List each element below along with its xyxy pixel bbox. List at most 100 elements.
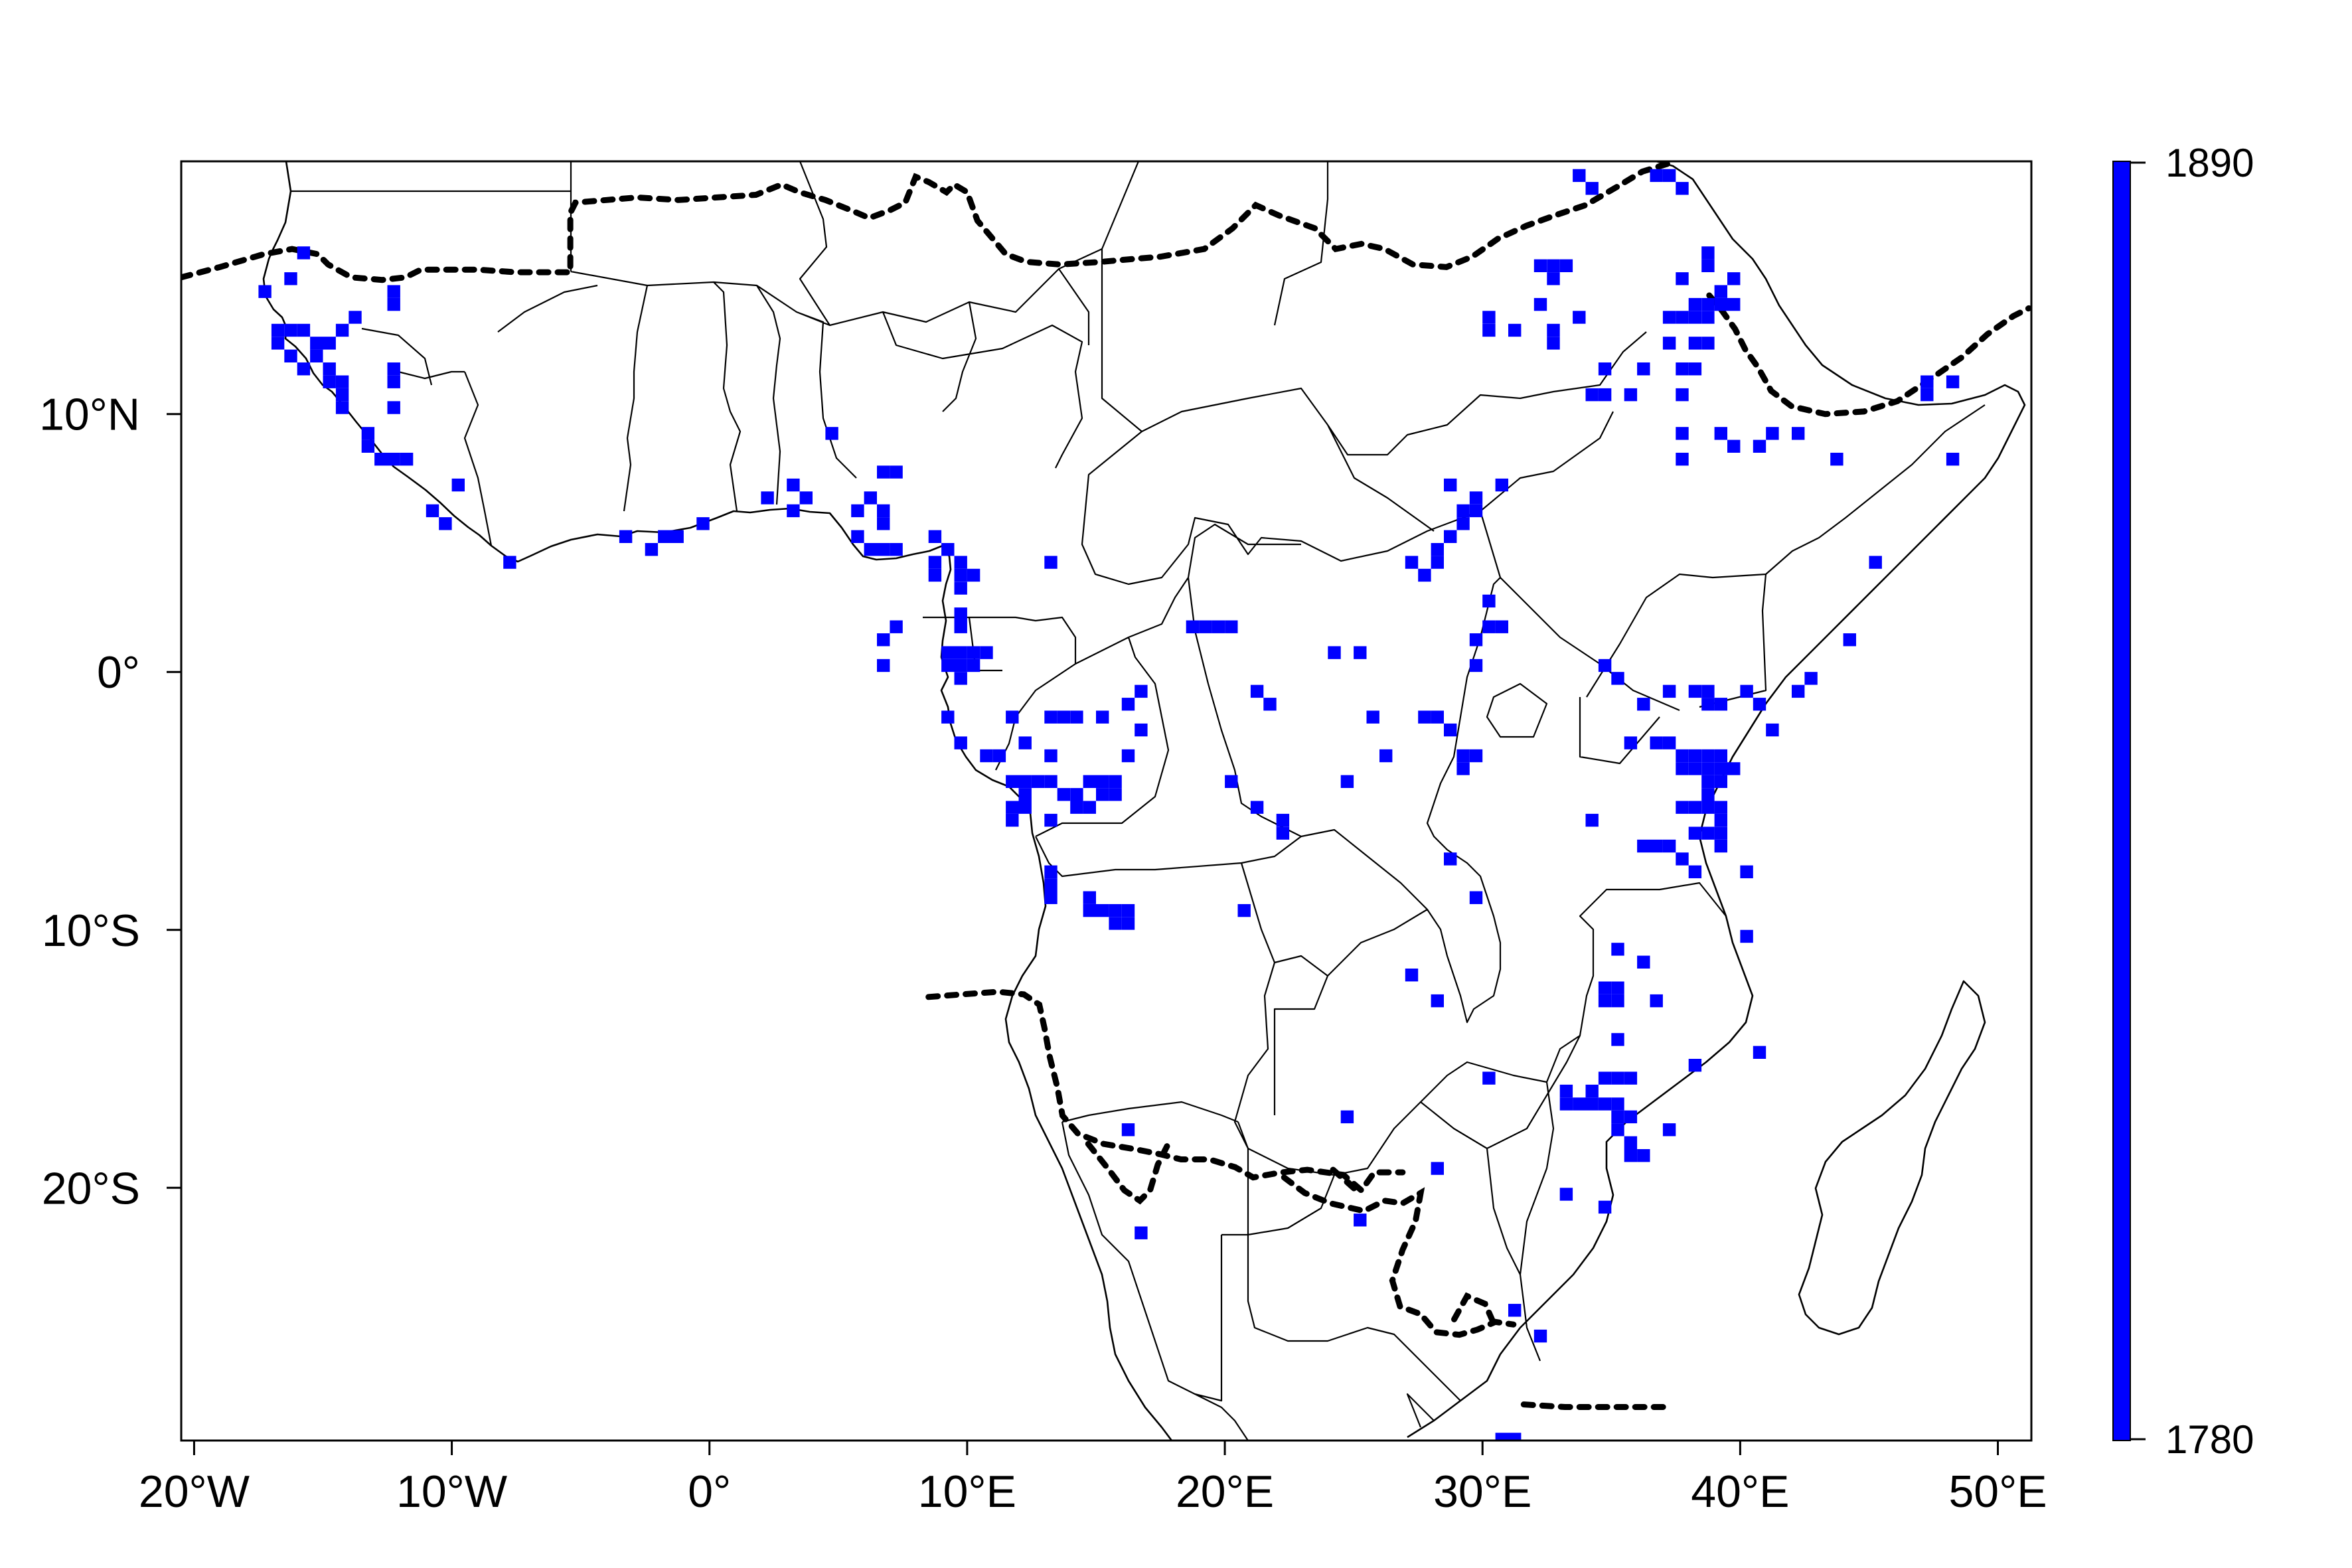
occurrence-cell <box>1611 994 1624 1008</box>
occurrence-cell <box>1701 684 1715 698</box>
occurrence-cell <box>1431 994 1444 1008</box>
occurrence-cell <box>1559 1188 1573 1201</box>
occurrence-cell <box>1637 839 1650 853</box>
occurrence-cell <box>1354 646 1367 659</box>
x-axis: 20°W 10°W 0° 10°E 20°E 30°E 40°E 50°E <box>139 1439 2047 1517</box>
occurrence-cell <box>1753 439 1766 453</box>
occurrence-cell <box>426 504 439 518</box>
occurrence-cell <box>1573 1097 1586 1111</box>
occurrence-cell <box>439 517 452 530</box>
occurrence-cell <box>877 543 890 556</box>
occurrence-cell <box>1469 633 1483 647</box>
occurrence-cell <box>1508 323 1522 337</box>
occurrence-cell <box>1727 762 1741 775</box>
occurrence-cell <box>1714 762 1727 775</box>
occurrence-cell <box>1044 775 1058 788</box>
occurrence-cell <box>1921 375 1934 388</box>
occurrence-cell <box>1006 813 1019 827</box>
occurrence-cell <box>1340 775 1354 788</box>
occurrence-cell <box>297 323 311 337</box>
occurrence-cell <box>928 530 942 543</box>
occurrence-cell <box>1727 439 1741 453</box>
occurrence-cell <box>1688 337 1702 350</box>
occurrence-cell <box>1456 517 1470 530</box>
occurrence-cell <box>877 659 890 672</box>
occurrence-cell <box>335 375 349 388</box>
occurrence-cell <box>1714 839 1727 853</box>
occurrence-cell <box>1057 710 1071 724</box>
occurrence-cell <box>1547 272 1560 285</box>
occurrence-cell <box>1701 259 1715 272</box>
occurrence-cell <box>928 568 942 582</box>
occurrence-cell <box>1328 646 1341 659</box>
occurrence-cell <box>1006 775 1019 788</box>
range-boundary-line <box>181 161 1679 283</box>
range-boundary-line <box>1281 1174 1517 1338</box>
occurrence-cell <box>1714 427 1727 440</box>
occurrence-cell <box>1469 504 1483 518</box>
occurrence-cell <box>1676 362 1689 376</box>
occurrence-cell <box>1585 1097 1599 1111</box>
occurrence-cell <box>400 453 414 466</box>
occurrence-cell <box>1727 272 1741 285</box>
y-tick-label: 10°N <box>39 390 140 440</box>
madagascar <box>1798 980 1986 1336</box>
occurrence-cell <box>761 491 774 505</box>
occurrence-cell <box>1611 1110 1624 1124</box>
occurrence-cell <box>1225 620 1238 633</box>
occurrence-cell <box>1109 917 1122 930</box>
occurrence-cell <box>1482 620 1496 633</box>
occurrence-cell <box>310 349 323 362</box>
occurrence-cell <box>1611 1123 1624 1137</box>
occurrence-cell <box>1559 1084 1573 1098</box>
occurrence-cell <box>825 427 838 440</box>
occurrence-cell <box>1508 1433 1522 1441</box>
occurrence-cell <box>658 530 671 543</box>
occurrence-cell <box>1830 453 1843 466</box>
occurrence-cell <box>1688 297 1702 311</box>
occurrence-cell <box>1611 1097 1624 1111</box>
range-boundary-line <box>1451 1292 1499 1330</box>
occurrence-cell <box>1456 749 1470 763</box>
occurrence-cell <box>954 607 967 621</box>
occurrence-cell <box>1469 491 1483 505</box>
occurrence-cell <box>1495 620 1508 633</box>
occurrence-cell <box>1611 1071 1624 1085</box>
occurrence-cell <box>361 427 375 440</box>
occurrence-cell <box>1044 865 1058 878</box>
y-tick-label: 10°S <box>42 905 140 956</box>
occurrence-cell <box>1611 981 1624 994</box>
occurrence-cell <box>323 375 336 388</box>
occurrence-cell <box>1533 1329 1547 1343</box>
occurrence-cell <box>1714 749 1727 763</box>
occurrence-cell <box>1869 556 1882 569</box>
x-tick-label: 10°W <box>396 1466 507 1517</box>
occurrence-cell <box>1354 1214 1367 1227</box>
occurrence-cell <box>1495 1433 1508 1441</box>
occurrence-cell <box>1650 169 1663 183</box>
occurrence-cell <box>1418 710 1431 724</box>
occurrence-cell <box>1044 749 1058 763</box>
occurrence-cell <box>1585 813 1599 827</box>
occurrence-cell <box>1701 337 1715 350</box>
occurrence-cell <box>1676 749 1689 763</box>
occurrence-cell <box>954 736 967 749</box>
range-boundary-line <box>1085 1140 1172 1205</box>
occurrence-cell <box>1650 994 1663 1008</box>
occurrence-cell <box>1585 182 1599 195</box>
occurrence-cell <box>1186 620 1200 633</box>
occurrence-cell <box>1753 1046 1766 1059</box>
occurrence-cell <box>1418 568 1431 582</box>
occurrence-cell <box>1598 659 1612 672</box>
occurrence-cell <box>1070 710 1083 724</box>
occurrence-cell <box>1598 981 1612 994</box>
occurrence-cell <box>1533 297 1547 311</box>
occurrence-cells <box>258 169 1960 1441</box>
occurrence-cell <box>1431 1162 1444 1175</box>
x-tick-label: 20°E <box>1176 1466 1274 1517</box>
occurrence-cell <box>954 568 967 582</box>
border-lines <box>291 161 1986 1441</box>
occurrence-cell <box>1676 852 1689 866</box>
occurrence-cell <box>1456 504 1470 518</box>
occurrence-cell <box>1611 943 1624 956</box>
